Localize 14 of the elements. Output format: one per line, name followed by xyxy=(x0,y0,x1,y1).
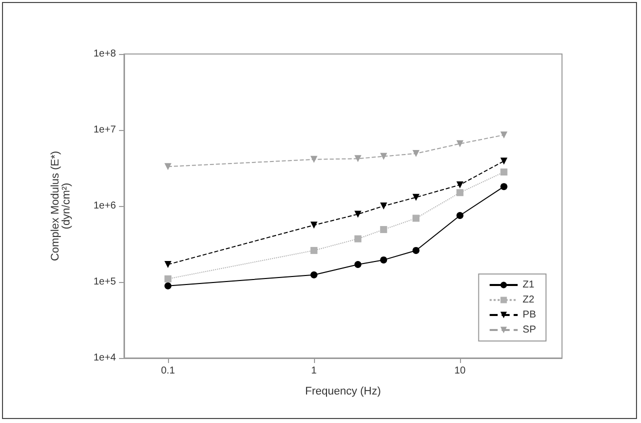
legend-label: Z2 xyxy=(522,294,535,306)
x-tick-label: 1 xyxy=(311,366,318,376)
y-tick-label: 1e+5 xyxy=(93,276,116,288)
y-tick-label: 1e+8 xyxy=(93,48,116,60)
y-tick-label: 1e+4 xyxy=(93,352,116,364)
legend-label: Z1 xyxy=(522,280,535,290)
x-tick-label: 0.1 xyxy=(160,366,176,376)
x-axis-title: Frequency (Hz) xyxy=(305,386,381,398)
legend-label: SP xyxy=(522,324,536,336)
y-axis-title: Complex Modulus (E*) (dyn/cm²) xyxy=(50,150,72,262)
legend-label: PB xyxy=(522,310,536,320)
y-tick-label: 1e+7 xyxy=(93,124,116,136)
x-tick-label: 10 xyxy=(454,366,466,376)
y-tick-label: 1e+6 xyxy=(93,200,116,212)
